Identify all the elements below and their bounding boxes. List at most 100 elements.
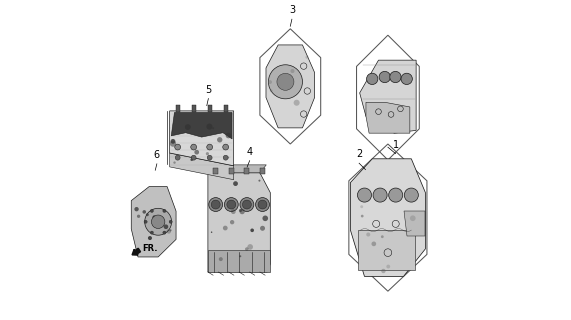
Circle shape xyxy=(410,215,416,221)
Circle shape xyxy=(151,215,165,228)
Circle shape xyxy=(390,71,401,83)
Polygon shape xyxy=(208,173,270,272)
Circle shape xyxy=(258,200,267,209)
Circle shape xyxy=(360,205,363,208)
Circle shape xyxy=(163,231,166,234)
Circle shape xyxy=(268,65,303,99)
Circle shape xyxy=(137,215,140,218)
Circle shape xyxy=(259,180,260,182)
Circle shape xyxy=(150,231,154,234)
Circle shape xyxy=(250,228,254,232)
Circle shape xyxy=(185,124,191,130)
Circle shape xyxy=(381,235,384,238)
Circle shape xyxy=(161,219,163,220)
Polygon shape xyxy=(404,211,425,236)
Polygon shape xyxy=(360,60,416,133)
Circle shape xyxy=(144,220,147,223)
Circle shape xyxy=(270,89,272,92)
Circle shape xyxy=(404,188,419,202)
Circle shape xyxy=(305,56,308,59)
Circle shape xyxy=(207,155,212,160)
Circle shape xyxy=(174,161,176,164)
Circle shape xyxy=(223,144,228,150)
Circle shape xyxy=(387,265,390,268)
Polygon shape xyxy=(366,102,410,133)
Circle shape xyxy=(143,210,146,214)
Bar xyxy=(208,106,212,113)
Circle shape xyxy=(389,188,403,202)
Circle shape xyxy=(357,188,372,202)
Text: 6: 6 xyxy=(154,150,160,160)
Circle shape xyxy=(291,69,295,73)
Circle shape xyxy=(211,231,212,233)
Polygon shape xyxy=(171,113,232,139)
Circle shape xyxy=(268,80,272,84)
Circle shape xyxy=(207,124,212,130)
Circle shape xyxy=(212,127,214,129)
Circle shape xyxy=(164,224,168,229)
Circle shape xyxy=(243,200,251,209)
Circle shape xyxy=(194,150,199,155)
Circle shape xyxy=(191,144,196,150)
Circle shape xyxy=(260,226,265,231)
Circle shape xyxy=(239,255,242,257)
Text: 4: 4 xyxy=(247,147,253,157)
Circle shape xyxy=(277,73,294,90)
Circle shape xyxy=(190,158,193,161)
Circle shape xyxy=(256,198,270,212)
Bar xyxy=(176,106,180,113)
Circle shape xyxy=(146,213,149,216)
Circle shape xyxy=(152,215,156,219)
Bar xyxy=(224,106,228,113)
Circle shape xyxy=(361,215,364,218)
Circle shape xyxy=(217,137,223,142)
Polygon shape xyxy=(170,111,234,166)
Circle shape xyxy=(163,209,166,212)
Circle shape xyxy=(175,155,180,160)
Bar xyxy=(244,168,250,174)
Circle shape xyxy=(223,226,228,230)
Bar xyxy=(260,168,265,174)
Circle shape xyxy=(171,139,175,144)
Circle shape xyxy=(209,198,223,212)
Circle shape xyxy=(219,257,223,261)
Circle shape xyxy=(227,200,236,209)
Circle shape xyxy=(401,73,412,84)
Circle shape xyxy=(226,133,231,138)
Text: 5: 5 xyxy=(205,85,211,95)
Circle shape xyxy=(167,229,171,234)
Circle shape xyxy=(211,200,220,209)
Bar xyxy=(192,106,196,113)
Circle shape xyxy=(169,220,172,223)
Circle shape xyxy=(245,247,248,251)
Circle shape xyxy=(170,140,176,147)
Circle shape xyxy=(381,269,385,273)
Circle shape xyxy=(379,71,391,83)
Polygon shape xyxy=(351,159,425,276)
Circle shape xyxy=(231,209,236,214)
Circle shape xyxy=(247,244,253,250)
Polygon shape xyxy=(208,165,266,173)
Circle shape xyxy=(240,198,254,212)
Circle shape xyxy=(144,208,171,235)
Circle shape xyxy=(233,181,238,186)
Circle shape xyxy=(227,156,229,158)
FancyArrow shape xyxy=(132,248,140,255)
Circle shape xyxy=(239,209,242,212)
Polygon shape xyxy=(266,45,315,128)
Circle shape xyxy=(263,215,268,221)
Circle shape xyxy=(223,155,228,160)
Circle shape xyxy=(191,155,196,160)
Polygon shape xyxy=(131,187,176,257)
Polygon shape xyxy=(208,250,270,272)
Circle shape xyxy=(373,188,387,202)
Polygon shape xyxy=(358,230,415,270)
Circle shape xyxy=(239,209,245,214)
Circle shape xyxy=(372,242,376,246)
Circle shape xyxy=(293,100,300,106)
Circle shape xyxy=(206,152,209,155)
Circle shape xyxy=(224,198,238,212)
Circle shape xyxy=(207,144,212,150)
Circle shape xyxy=(148,236,152,240)
Bar xyxy=(213,168,218,174)
